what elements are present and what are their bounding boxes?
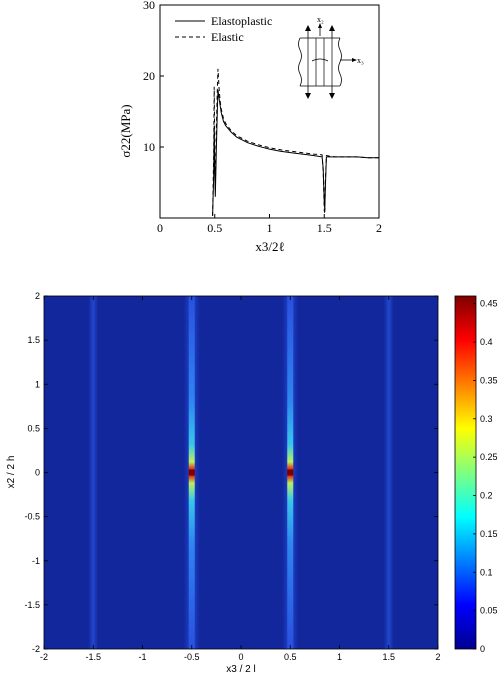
colorbar-tick-label: 0.15	[480, 529, 498, 539]
legend-label-elastic: Elastic	[211, 30, 244, 44]
top-y-tick-label: 20	[143, 69, 155, 83]
heat-y-ticks: -2 -1.5 -1 -0.5 0 0.5 1 1.5 2	[24, 291, 438, 654]
top-x-tick-label: 1	[267, 221, 273, 235]
heatmap-bands	[88, 296, 394, 649]
heat-x-tick-label: -0.5	[184, 652, 200, 662]
heat-y-tick-label: -1	[32, 556, 40, 566]
heat-y-tick-label: 0	[35, 468, 40, 478]
heat-x-tick-label: -1.5	[85, 652, 101, 662]
heat-x-tick-label: 1	[337, 652, 342, 662]
heat-y-tick-label: 2	[35, 291, 40, 301]
band-peak	[188, 469, 195, 476]
top-y-tick-label: 10	[143, 140, 155, 154]
colorbar	[455, 296, 476, 649]
heatmap-chart: -2 -1.5 -1 -0.5 0 0.5 1 1.5 2 -2 -1.5 -1 -0.5 0 0.5 1 1…	[6, 291, 498, 675]
top-y-axis-label: σ22(MPa)	[118, 104, 133, 157]
colorbar-tick-label: 0.1	[480, 567, 493, 577]
heat-y-tick-label: -1.5	[24, 600, 40, 610]
inset-label-x3: x₃	[357, 56, 364, 65]
colorbar-tick-label: 0.45	[480, 299, 498, 309]
top-x-tick-label: 1.5	[317, 221, 332, 235]
colorbar-tick-label: 0.35	[480, 375, 498, 385]
band-weak	[383, 296, 394, 649]
legend-label-elastoplastic: Elastoplastic	[211, 14, 272, 28]
series-line-elastic	[212, 68, 379, 216]
heat-x-axis-label: x3 / 2 l	[226, 664, 255, 675]
heat-y-tick-label: 0.5	[27, 423, 40, 433]
heat-x-tick-label: 0	[238, 652, 243, 662]
top-x-tick-label: 0.5	[207, 221, 222, 235]
band-weak	[88, 296, 99, 649]
heat-y-tick-label: 1	[35, 379, 40, 389]
colorbar-tick-label: 0.3	[480, 414, 493, 424]
heat-y-tick-label: -2	[32, 644, 40, 654]
heat-x-tick-label: 2	[435, 652, 440, 662]
colorbar-frame	[454, 295, 477, 650]
top-x-ticks: 0 0.5 1 1.5 2	[157, 214, 382, 235]
colorbar-ticks: 0 0.05 0.1 0.15 0.2 0.25 0.3 0.35 0.4 0.45	[473, 299, 498, 654]
inset-label-x2: x₂	[317, 15, 324, 24]
heat-x-tick-label: -2	[40, 652, 48, 662]
heatmap-background	[44, 296, 438, 649]
heat-y-axis-label: x2 / 2 h	[6, 456, 17, 489]
colorbar-tick-label: 0.05	[480, 606, 498, 616]
colorbar-tick-label: 0.25	[480, 452, 498, 462]
top-x-tick-label: 0	[157, 221, 163, 235]
top-y-ticks: 10 20 30	[143, 0, 164, 154]
colorbar-tick-label: 0.2	[480, 491, 493, 501]
heat-x-tick-label: -1	[138, 652, 146, 662]
heat-x-ticks: -2 -1.5 -1 -0.5 0 0.5 1 1.5 2	[40, 296, 441, 662]
stress-line-chart: 0 0.5 1 1.5 2 10 20 30 Elastoplastic Elastic	[118, 0, 382, 254]
inset-schematic-icon: x₂ x₃	[298, 15, 364, 99]
heat-x-tick-label: 0.5	[284, 652, 297, 662]
series-line-elastoplastic	[212, 90, 379, 216]
heat-x-tick-label: 1.5	[382, 652, 395, 662]
heat-y-tick-label: -0.5	[24, 512, 40, 522]
top-series-group	[212, 68, 379, 216]
band-peak	[287, 469, 294, 476]
top-y-tick-label: 30	[143, 0, 155, 12]
colorbar-tick-label: 0	[480, 644, 485, 654]
heat-y-tick-label: 1.5	[27, 335, 40, 345]
colorbar-tick-label: 0.4	[480, 337, 493, 347]
top-x-axis-label: x3/2ℓ	[255, 239, 284, 254]
top-legend: Elastoplastic Elastic	[175, 14, 272, 44]
top-x-tick-label: 2	[376, 221, 382, 235]
